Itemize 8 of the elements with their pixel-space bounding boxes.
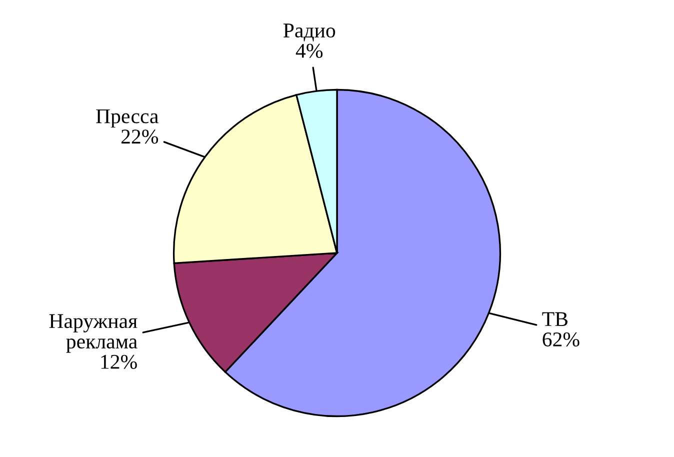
slice-label: Пресса [96, 109, 158, 128]
slice-label: Наружная реклама [49, 314, 138, 353]
data-label: 62% [542, 332, 580, 347]
slice-label: Радио [283, 24, 336, 42]
slice-label: ТВ [542, 312, 568, 326]
data-label: 22% [121, 130, 158, 144]
data-label: 4% [296, 44, 323, 58]
data-label: 12% [101, 354, 137, 369]
